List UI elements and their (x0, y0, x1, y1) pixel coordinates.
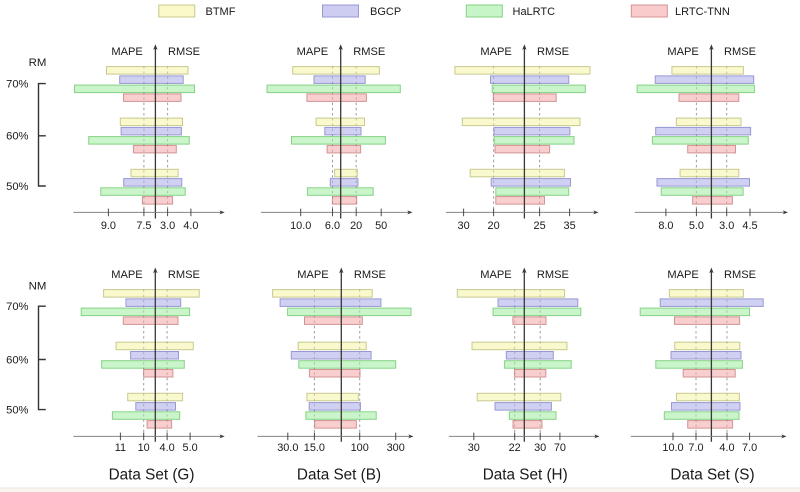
svg-text:22: 22 (509, 442, 521, 454)
svg-text:Data Set (H): Data Set (H) (483, 467, 568, 484)
svg-text:30.0: 30.0 (277, 442, 298, 454)
svg-text:Data Set (S): Data Set (S) (670, 467, 754, 484)
svg-text:4.5: 4.5 (742, 220, 757, 232)
svg-text:7.0: 7.0 (688, 442, 703, 454)
svg-text:4.0: 4.0 (160, 442, 175, 454)
svg-text:4.0: 4.0 (719, 442, 734, 454)
svg-text:10.0: 10.0 (290, 220, 311, 232)
svg-text:MAPE: MAPE (111, 46, 142, 58)
svg-text:50: 50 (375, 220, 387, 232)
svg-text:60%: 60% (6, 354, 28, 366)
svg-text:MAPE: MAPE (480, 269, 511, 281)
svg-text:7.0: 7.0 (742, 442, 757, 454)
svg-text:9.0: 9.0 (101, 220, 116, 232)
svg-text:MAPE: MAPE (297, 46, 328, 58)
svg-text:35: 35 (564, 220, 576, 232)
svg-text:30: 30 (458, 220, 470, 232)
svg-text:70%: 70% (6, 301, 28, 313)
svg-text:BGCP: BGCP (370, 6, 401, 18)
svg-text:MAPE: MAPE (480, 46, 511, 58)
svg-text:BTMF: BTMF (206, 6, 236, 18)
svg-text:RMSE: RMSE (353, 46, 385, 58)
svg-text:50%: 50% (6, 181, 28, 193)
svg-text:RM: RM (29, 57, 47, 69)
svg-text:25: 25 (534, 220, 546, 232)
svg-text:70: 70 (554, 442, 566, 454)
svg-text:300: 300 (387, 442, 405, 454)
svg-text:3.0: 3.0 (719, 220, 734, 232)
svg-text:7.5: 7.5 (136, 220, 151, 232)
svg-text:10: 10 (138, 442, 150, 454)
svg-text:3.0: 3.0 (160, 220, 175, 232)
svg-text:HaLRTC: HaLRTC (513, 6, 556, 18)
svg-text:Data Set (G): Data Set (G) (109, 467, 195, 484)
svg-text:30: 30 (468, 442, 480, 454)
svg-text:MAPE: MAPE (667, 269, 698, 281)
svg-text:MAPE: MAPE (667, 46, 698, 58)
svg-text:RMSE: RMSE (537, 46, 569, 58)
svg-text:11: 11 (115, 442, 126, 454)
svg-text:20: 20 (350, 220, 362, 232)
svg-text:70%: 70% (6, 79, 28, 91)
svg-text:6.0: 6.0 (325, 220, 340, 232)
svg-text:NM: NM (29, 281, 47, 293)
svg-text:8.0: 8.0 (658, 220, 673, 232)
svg-text:30: 30 (534, 442, 546, 454)
svg-text:RMSE: RMSE (168, 46, 200, 58)
svg-text:RMSE: RMSE (537, 269, 569, 281)
svg-text:60%: 60% (6, 131, 28, 143)
svg-text:MAPE: MAPE (111, 269, 142, 281)
svg-text:15.0: 15.0 (304, 442, 325, 454)
svg-text:5.0: 5.0 (689, 220, 704, 232)
svg-text:LRTC-TNN: LRTC-TNN (675, 6, 730, 18)
svg-text:MAPE: MAPE (297, 269, 328, 281)
svg-text:100: 100 (351, 442, 369, 454)
svg-text:4.0: 4.0 (183, 220, 198, 232)
svg-text:RMSE: RMSE (724, 269, 756, 281)
svg-text:5.0: 5.0 (183, 442, 198, 454)
svg-text:Data Set (B): Data Set (B) (297, 467, 381, 484)
svg-text:RMSE: RMSE (724, 46, 756, 58)
svg-text:RMSE: RMSE (354, 269, 386, 281)
svg-text:10.0: 10.0 (662, 442, 683, 454)
svg-text:50%: 50% (6, 405, 28, 417)
svg-text:RMSE: RMSE (168, 269, 200, 281)
svg-text:20: 20 (488, 220, 500, 232)
